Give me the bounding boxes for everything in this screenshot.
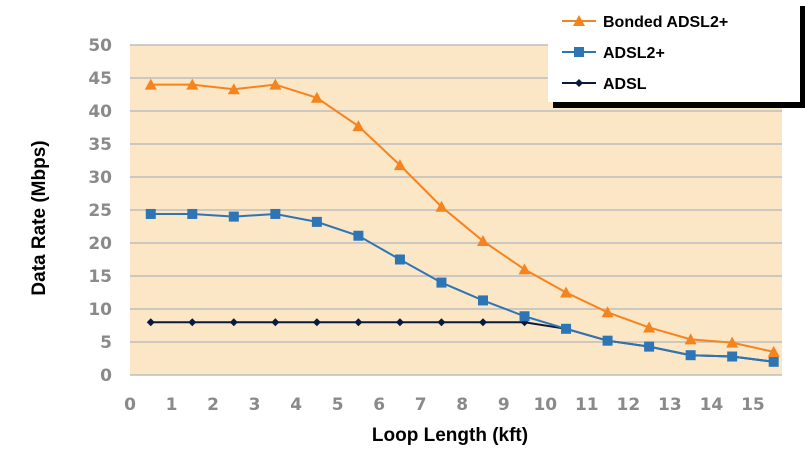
x-tick-label: 0: [124, 395, 136, 415]
x-tick-label: 3: [249, 395, 261, 415]
data-point: [229, 318, 238, 327]
data-point: [477, 295, 488, 306]
x-tick-label: 10: [533, 395, 557, 415]
data-point: [353, 230, 364, 241]
legend-item: ADSL2+: [562, 45, 665, 62]
data-point: [227, 83, 240, 95]
series-adsl2-: [145, 208, 779, 367]
data-point: [601, 306, 614, 318]
data-point: [644, 341, 655, 352]
series-line: [150, 212, 774, 363]
x-axis-ticks: 0 1 2 3 4 5 6 7 8 9 10 11 12 13 14 15: [124, 395, 765, 415]
y-axis-title: Data Rate (Mbps): [29, 140, 50, 295]
legend-marker: [573, 15, 585, 26]
data-point: [144, 78, 157, 90]
legend-marker: [575, 79, 583, 87]
legend-item: Bonded ADSL2+: [562, 14, 728, 31]
data-point: [310, 91, 323, 103]
y-tick-label: 0: [100, 366, 112, 386]
y-tick-label: 30: [88, 168, 112, 188]
x-tick-label: 7: [415, 395, 427, 415]
data-point: [435, 200, 448, 212]
y-tick-label: 40: [88, 102, 112, 122]
x-tick-label: 12: [617, 395, 641, 415]
data-point: [476, 235, 489, 247]
series-line: [150, 83, 774, 353]
data-point: [685, 350, 696, 361]
x-tick-label: 9: [498, 395, 510, 415]
legend-label: Bonded ADSL2+: [603, 14, 728, 31]
series-group: [144, 78, 780, 367]
legend-marker: [574, 47, 584, 57]
data-point: [186, 78, 199, 90]
x-tick-label: 8: [456, 395, 468, 415]
data-point: [269, 78, 282, 90]
x-tick-label: 15: [741, 395, 765, 415]
y-tick-label: 35: [88, 135, 112, 155]
legend-label: ADSL2+: [603, 45, 665, 62]
data-point: [145, 208, 156, 219]
data-point: [395, 318, 404, 327]
series-bonded-adsl2-: [144, 78, 780, 357]
data-point: [394, 254, 405, 265]
y-tick-label: 5: [100, 333, 112, 353]
data-point: [478, 318, 487, 327]
data-point: [684, 333, 697, 345]
data-point: [393, 159, 406, 171]
data-point: [146, 318, 155, 327]
x-tick-label: 11: [575, 395, 599, 415]
legend-items: Bonded ADSL2+ ADSL2+ ADSL: [562, 14, 728, 93]
data-point: [768, 356, 779, 367]
x-tick-label: 6: [373, 395, 385, 415]
y-tick-label: 45: [88, 69, 112, 89]
x-tick-label: 13: [658, 395, 682, 415]
data-point: [518, 263, 531, 275]
data-point: [437, 318, 446, 327]
data-point: [561, 323, 572, 334]
data-point: [727, 351, 738, 362]
x-axis-title: Loop Length (kft): [372, 425, 528, 446]
data-point: [436, 277, 447, 288]
y-tick-label: 25: [88, 201, 112, 221]
data-point: [188, 318, 197, 327]
data-point: [187, 208, 198, 219]
data-point: [271, 318, 280, 327]
legend: Bonded ADSL2+ ADSL2+ ADSL: [548, 0, 805, 108]
data-point: [311, 216, 322, 227]
data-point: [352, 120, 365, 132]
y-tick-label: 20: [88, 234, 112, 254]
grid-lines: [130, 44, 782, 376]
data-point: [270, 208, 281, 219]
y-tick-label: 50: [88, 36, 112, 56]
data-point: [354, 318, 363, 327]
x-tick-label: 1: [166, 395, 178, 415]
legend-item: ADSL: [562, 76, 647, 93]
legend-label: ADSL: [603, 76, 647, 93]
data-point: [519, 311, 530, 322]
data-point: [767, 345, 780, 357]
x-tick-label: 14: [700, 395, 724, 415]
x-tick-label: 4: [290, 395, 302, 415]
data-point: [602, 335, 613, 346]
y-tick-label: 10: [88, 300, 112, 320]
data-point: [560, 286, 573, 298]
y-tick-label: 15: [88, 267, 112, 287]
x-tick-label: 5: [332, 395, 344, 415]
data-point: [726, 336, 739, 348]
data-point: [312, 318, 321, 327]
x-tick-label: 2: [207, 395, 219, 415]
data-point: [228, 211, 239, 222]
data-point: [643, 321, 656, 333]
